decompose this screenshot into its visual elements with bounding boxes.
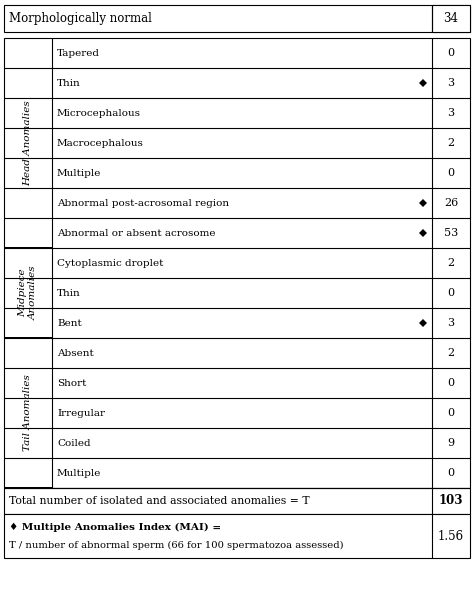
Text: 2: 2 xyxy=(447,258,455,268)
Text: 0: 0 xyxy=(447,408,455,418)
Text: Total number of isolated and associated anomalies = T: Total number of isolated and associated … xyxy=(9,496,310,506)
Text: Absent: Absent xyxy=(57,348,94,357)
Text: 3: 3 xyxy=(447,108,455,118)
Text: 34: 34 xyxy=(444,12,458,25)
Text: Cytoplasmic droplet: Cytoplasmic droplet xyxy=(57,258,164,267)
Text: Thin: Thin xyxy=(57,289,81,298)
Text: Multiple: Multiple xyxy=(57,468,101,477)
Text: Head Anomalies: Head Anomalies xyxy=(24,100,33,186)
Text: 0: 0 xyxy=(447,468,455,478)
Text: Abnormal or absent acrosome: Abnormal or absent acrosome xyxy=(57,228,216,238)
Text: 3: 3 xyxy=(447,78,455,88)
Text: 1.56: 1.56 xyxy=(438,529,464,543)
Text: 53: 53 xyxy=(444,228,458,238)
Text: Irregular: Irregular xyxy=(57,409,105,418)
Text: Short: Short xyxy=(57,379,86,387)
Text: 0: 0 xyxy=(447,48,455,58)
Bar xyxy=(4,38,470,488)
Text: T / number of abnormal sperm (66 for 100 spermatozoa assessed): T / number of abnormal sperm (66 for 100… xyxy=(9,540,344,549)
Text: Tapered: Tapered xyxy=(57,49,100,57)
Text: Microcephalous: Microcephalous xyxy=(57,108,141,118)
Text: Bent: Bent xyxy=(57,319,82,328)
Text: 2: 2 xyxy=(447,348,455,358)
Bar xyxy=(432,5,470,32)
Text: Abnormal post-acrosomal region: Abnormal post-acrosomal region xyxy=(57,199,229,208)
Text: 2: 2 xyxy=(447,138,455,148)
Text: Tail Anomalies: Tail Anomalies xyxy=(24,375,33,451)
Text: ♦ Multiple Anomalies Index (MAI) =: ♦ Multiple Anomalies Index (MAI) = xyxy=(9,523,221,532)
Text: 0: 0 xyxy=(447,378,455,388)
Text: 0: 0 xyxy=(447,168,455,178)
Text: Multiple: Multiple xyxy=(57,169,101,177)
Text: 0: 0 xyxy=(447,288,455,298)
Text: Macrocephalous: Macrocephalous xyxy=(57,138,144,147)
Text: Morphologically normal: Morphologically normal xyxy=(9,12,152,25)
Text: 9: 9 xyxy=(447,438,455,448)
Text: Coiled: Coiled xyxy=(57,438,91,448)
Bar xyxy=(4,514,470,558)
Text: 26: 26 xyxy=(444,198,458,208)
Text: 103: 103 xyxy=(439,495,463,507)
Bar xyxy=(4,5,470,32)
Text: 3: 3 xyxy=(447,318,455,328)
Text: Midpiece
Anomalies: Midpiece Anomalies xyxy=(18,266,38,320)
Text: Thin: Thin xyxy=(57,79,81,88)
Bar xyxy=(4,488,470,514)
